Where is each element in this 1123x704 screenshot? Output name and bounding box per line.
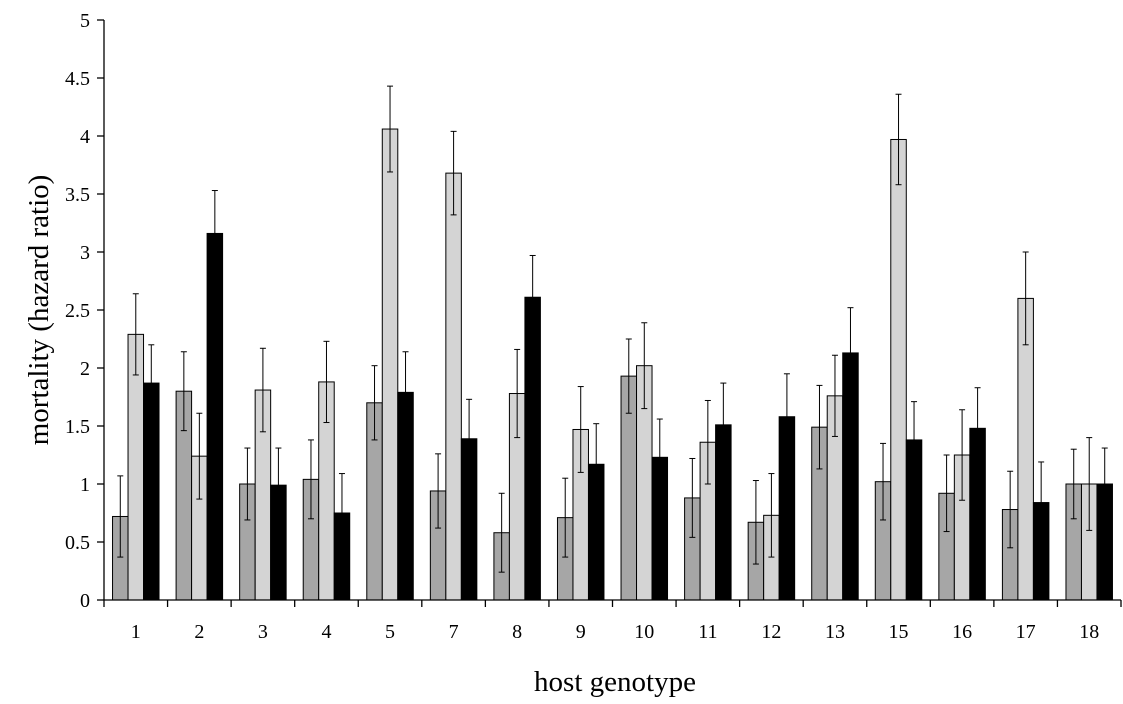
error-bars-group	[117, 85, 1108, 573]
bar-series-2-cat-7	[445, 172, 462, 601]
x-tick-label: 2	[194, 621, 204, 643]
y-tick-label: 0	[80, 590, 90, 612]
y-tick-label: 4	[80, 126, 90, 148]
y-tick-label: 3	[80, 242, 90, 264]
x-tick-label: 10	[634, 621, 654, 643]
y-tick-label: 0.5	[65, 532, 90, 554]
x-tick-label: 4	[321, 621, 331, 643]
bar-series-3-cat-8	[524, 296, 541, 601]
bar-series-2-cat-15	[890, 138, 907, 601]
y-tick-label: 2	[80, 358, 90, 380]
y-tick-label: 3.5	[65, 184, 90, 206]
x-axis: 1 2 3 4 5 7 8 9 10 11 12 13 15 16 17 18	[103, 599, 1122, 643]
x-tick-label: 7	[449, 621, 459, 643]
y-tick-label: 5	[80, 10, 90, 32]
x-tick-label: 9	[576, 621, 586, 643]
x-tick-label: 11	[698, 621, 717, 643]
y-axis-title: mortality (hazard ratio)	[23, 175, 55, 446]
bar-series-3-cat-2	[206, 232, 224, 601]
x-tick-label: 18	[1079, 621, 1099, 643]
y-axis: 0 0.5 1 1.5 2 2.5 3 3.5 4 4.5 5	[65, 10, 105, 612]
x-tick-label: 3	[258, 621, 268, 643]
x-axis-title: host genotype	[534, 666, 696, 698]
y-tick-label: 1.5	[65, 416, 90, 438]
x-tick-label: 17	[1016, 621, 1036, 643]
x-tick-label: 16	[952, 621, 972, 643]
y-tick-label: 4.5	[65, 68, 90, 90]
plot-area: 00.511.522.533.544.55 1 2 3 4 5 7 8 9 10 11 12 13 15…	[65, 10, 1122, 643]
x-tick-label: 13	[825, 621, 845, 643]
bar-series-2-cat-5	[381, 128, 399, 601]
y-tick-label: 1	[80, 474, 90, 496]
x-tick-label: 15	[889, 621, 909, 643]
x-tick-label: 12	[761, 621, 781, 643]
x-tick-label: 5	[385, 621, 395, 643]
y-tick-label: 2.5	[65, 300, 90, 322]
x-tick-label: 1	[131, 621, 141, 643]
x-tick-label: 8	[512, 621, 522, 643]
